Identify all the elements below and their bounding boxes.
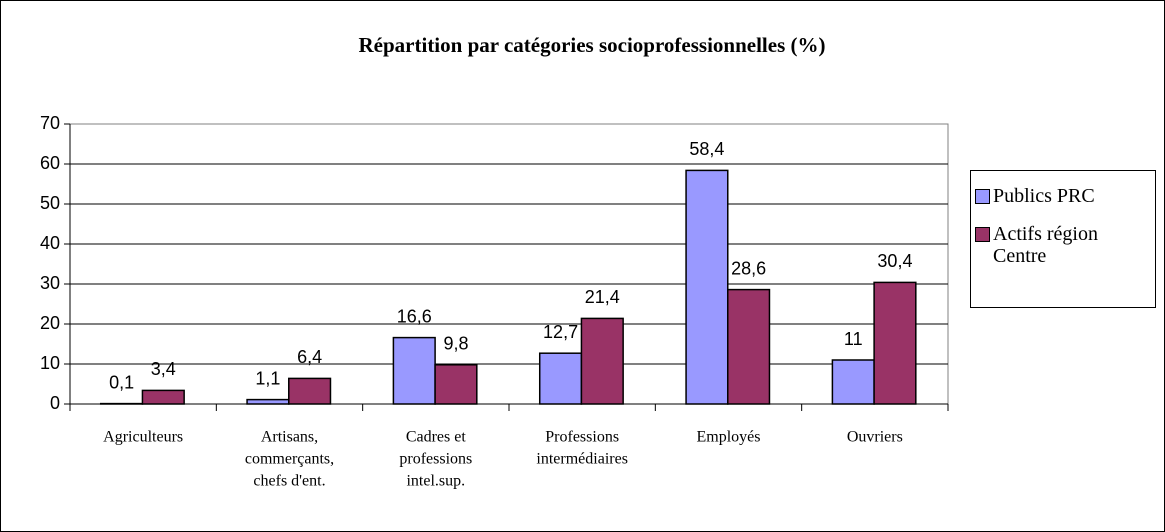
bar <box>538 352 583 405</box>
legend-label: Actifs région Centre <box>993 223 1098 267</box>
data-label: 12,7 <box>543 322 578 342</box>
data-label: 0,1 <box>109 372 134 392</box>
bar <box>685 169 729 405</box>
x-tick-label: intel.sup. <box>406 473 465 490</box>
y-tick-label: 70 <box>40 113 60 133</box>
y-tick-label: 60 <box>40 153 60 173</box>
x-tick-label: Employés <box>697 429 761 446</box>
data-label: 3,4 <box>151 359 176 379</box>
legend-swatch <box>975 189 990 204</box>
data-label: 30,4 <box>877 251 912 271</box>
x-tick-label: intermédiaires <box>536 451 628 468</box>
bar <box>288 377 332 405</box>
y-tick-label: 30 <box>40 273 60 293</box>
y-tick-label: 0 <box>50 393 60 413</box>
bar <box>727 288 771 405</box>
y-tick-label: 20 <box>40 313 60 333</box>
y-tick-label: 50 <box>40 193 60 213</box>
x-tick-label: Artisans, <box>261 429 318 446</box>
data-label: 21,4 <box>585 287 620 307</box>
chart-title: Répartition par catégories socioprofessi… <box>359 33 826 57</box>
legend-item: Actifs région Centre <box>975 223 1151 267</box>
bar <box>873 281 917 405</box>
data-label: 6,4 <box>297 347 322 367</box>
data-label: 16,6 <box>397 306 432 326</box>
data-label: 58,4 <box>689 139 724 159</box>
legend-label: Publics PRC <box>993 185 1095 207</box>
y-tick-label: 40 <box>40 233 60 253</box>
plot-area <box>69 123 949 405</box>
x-tick-label: Agriculteurs <box>103 429 183 446</box>
data-label: 11 <box>844 329 863 349</box>
bar <box>392 336 436 405</box>
x-tick-label: Ouvriers <box>847 429 903 446</box>
x-tick-label: chefs d'ent. <box>253 473 325 490</box>
data-label: 9,8 <box>443 334 468 354</box>
x-tick-label: Professions <box>545 429 619 446</box>
legend: Publics PRC Actifs région Centre <box>970 170 1156 308</box>
data-label: 1,1 <box>255 368 280 388</box>
bar <box>831 359 875 405</box>
y-tick-label: 10 <box>40 353 60 373</box>
x-tick-label: professions <box>399 451 472 468</box>
data-label: 28,6 <box>731 258 766 278</box>
bar <box>246 398 290 405</box>
x-tick-label: Cadres et <box>406 429 467 446</box>
legend-swatch <box>975 227 990 242</box>
x-tick-label: commerçants, <box>245 451 334 468</box>
legend-item: Publics PRC <box>975 185 1151 207</box>
bar <box>141 389 185 405</box>
bar <box>580 317 624 405</box>
bar <box>434 364 478 405</box>
